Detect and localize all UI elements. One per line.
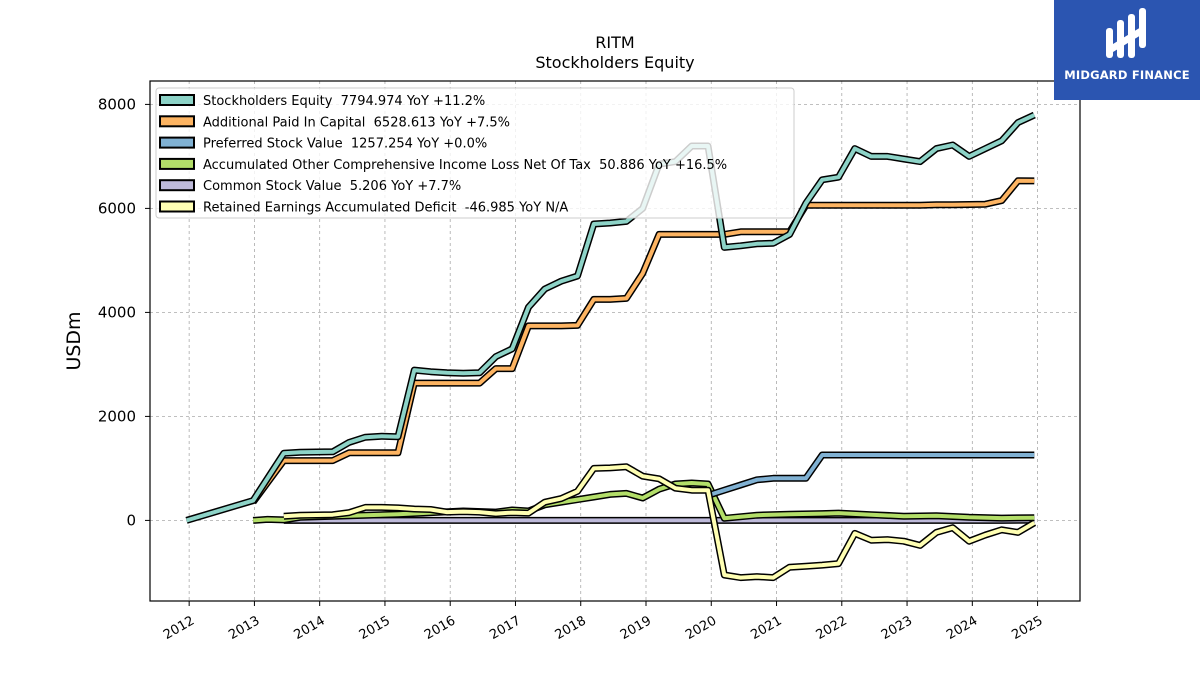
legend-swatch [159, 136, 195, 149]
legend-swatch [159, 157, 195, 170]
x-tick-label: 2016 [422, 613, 458, 643]
legend-swatch [159, 179, 195, 192]
x-tick-label: 2019 [618, 613, 654, 643]
y-axis: 0 2000 4000 6000 8000 [98, 95, 150, 529]
legend: Stockholders Equity 7794.974 YoY +11.2% A… [155, 87, 795, 219]
legend-entry: Retained Earnings Accumulated Deficit -4… [203, 201, 568, 216]
y-tick-label: 6000 [98, 199, 136, 217]
x-tick-label: 2014 [292, 613, 328, 643]
legend-swatch [159, 115, 195, 128]
x-tick-label: 2025 [1009, 613, 1045, 643]
legend-entry: Stockholders Equity 7794.974 YoY +11.2% [203, 94, 485, 109]
legend-swatch [159, 94, 195, 106]
brand-logo: MIDGARD FINANCE [1054, 0, 1200, 100]
x-axis: 2012 2013 2014 2015 2016 2017 2018 2019 2020 2021… [161, 601, 1046, 643]
x-tick-label: 2015 [357, 613, 393, 643]
legend-box [155, 87, 795, 219]
series-line-preferred-stock-value [707, 453, 1035, 498]
y-axis-label: USDm [63, 311, 85, 370]
series-line-accumulated-other-comprehensive-income-loss-net-of-tax [252, 481, 1035, 523]
legend-entry: Additional Paid In Capital 6528.613 YoY … [203, 115, 510, 130]
series-line-retained-earnings-accumulated-deficit [283, 464, 1036, 580]
logo-text: MIDGARD FINANCE [1064, 68, 1190, 82]
x-tick-label: 2023 [879, 613, 915, 643]
y-tick-label: 0 [126, 511, 136, 529]
x-tick-label: 2021 [748, 613, 784, 643]
logo-mark-icon [1106, 8, 1146, 58]
legend-swatch [159, 200, 195, 213]
y-tick-label: 2000 [98, 407, 136, 425]
plot-area [149, 80, 1081, 602]
x-tick-label: 2012 [161, 613, 197, 643]
chart-title: RITM [595, 33, 634, 52]
legend-entry: Common Stock Value 5.206 YoY +7.7% [203, 179, 461, 194]
legend-entry: Preferred Stock Value 1257.254 YoY +0.0% [203, 137, 487, 152]
x-tick-label: 2020 [683, 613, 719, 643]
legend-entry: Accumulated Other Comprehensive Income L… [203, 158, 727, 173]
series-outline-2 [706, 451, 1035, 499]
x-tick-label: 2024 [944, 613, 980, 643]
x-tick-label: 2018 [553, 613, 589, 643]
x-tick-label: 2022 [814, 613, 850, 643]
x-tick-label: 2013 [226, 613, 262, 643]
chart-subtitle: Stockholders Equity [535, 53, 694, 72]
y-tick-label: 4000 [98, 303, 136, 321]
x-tick-label: 2017 [487, 613, 523, 643]
y-tick-label: 8000 [98, 95, 136, 113]
